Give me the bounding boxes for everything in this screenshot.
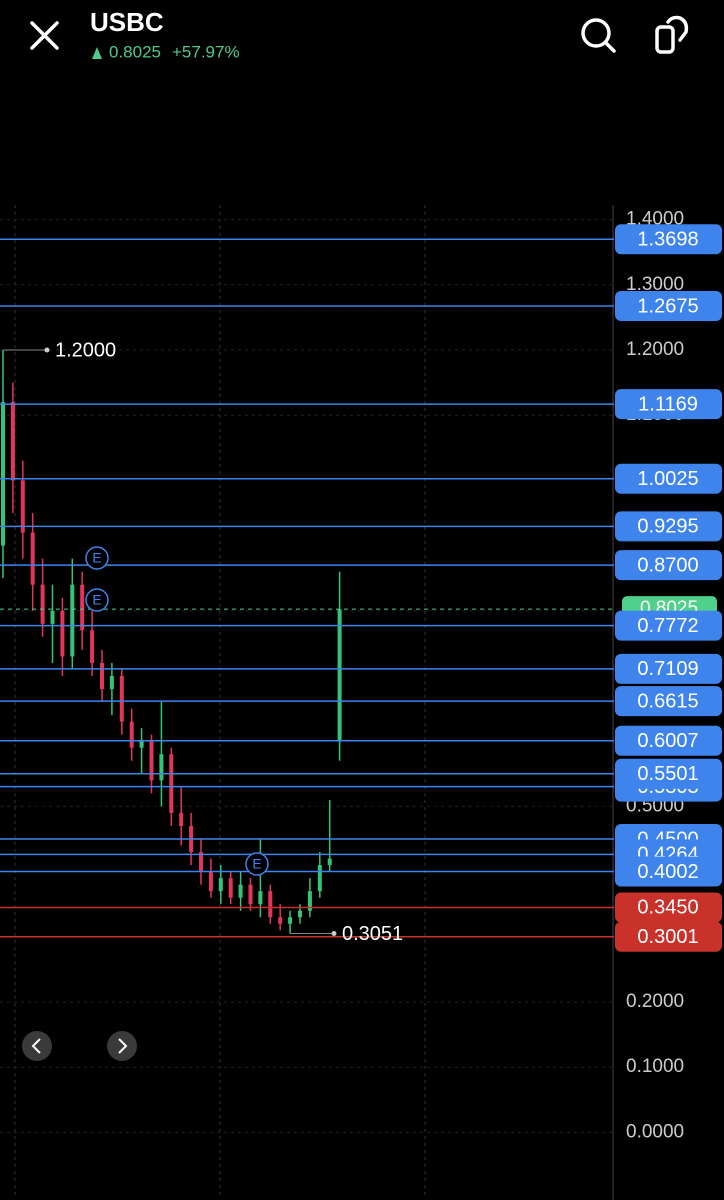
price-level-label: 0.3001 [637,926,698,948]
ticker-title: USBC [90,7,164,37]
price-level-label: 1.2675 [637,295,698,317]
nav-prev[interactable] [22,1031,52,1061]
price-level-label: 0.6615 [637,690,698,712]
price-level-label: 1.1169 [638,393,698,415]
candle-body [40,584,45,624]
candle-body [337,609,342,742]
y-tick-label: 0.2000 [626,991,684,1012]
candle-body [159,754,164,781]
price-level-label: 0.7109 [637,658,698,680]
candle-body [60,610,65,657]
candle-body [109,676,114,690]
close-button[interactable] [30,21,59,50]
price-level-label: 1.3698 [637,229,698,251]
event-marker [85,588,109,612]
price-level-tag [615,511,722,542]
price-level-label: 0.4002 [637,861,698,883]
candle-body [149,741,154,781]
candle-body [10,402,15,481]
annotation-dot [331,930,337,936]
share-button[interactable] [655,15,689,54]
event-marker-label: E [252,856,261,872]
price-level-tag [615,610,722,641]
y-tick-label: 0.0000 [626,1121,684,1142]
candle-body [317,865,322,892]
candle-body [139,741,144,748]
price-level-label: 0.7772 [637,615,698,637]
candle-body [80,584,85,631]
event-marker-label: E [92,592,101,608]
up-arrow [92,47,102,59]
candle-body [238,884,243,898]
candle-body [129,721,134,748]
price-level-tag [615,653,722,684]
price-level-tag [615,758,722,789]
candle-body [218,878,223,892]
candle-body [278,917,283,924]
candle-body [327,858,332,866]
price-level-tag [615,921,722,952]
annotation-label: 0.3051 [342,923,403,945]
candle-body [70,584,75,657]
candle-body [307,891,312,911]
nav-next[interactable] [107,1031,137,1061]
candle-body [248,884,253,905]
candle-body [228,878,233,898]
event-marker-label: E [92,550,101,566]
price-level-tag [615,389,722,420]
y-tick-label: 1.3000 [626,274,684,295]
price-level-tag [615,725,722,756]
candle-body [119,676,124,722]
candle-body [20,480,25,533]
search-button[interactable] [581,18,616,53]
y-tick-label: 0.1000 [626,1056,684,1077]
price-level-tag [615,892,722,923]
candle-body [199,852,203,872]
price-level-label: 1.0025 [637,468,698,490]
price-level-tag [615,290,722,321]
price-level-tag [615,550,722,581]
price-level-label: 0.9295 [637,516,698,538]
candle-body [258,891,263,905]
candle-body [268,891,273,918]
event-marker [245,852,269,876]
price-level-tag [615,463,722,494]
event-marker [85,546,109,570]
price-level-label: 0.8700 [637,554,698,576]
candle-body [208,871,213,892]
candle-body [30,532,35,585]
price-level-tag [615,224,722,255]
candle-body [169,754,174,813]
header-change: +57.97% [172,42,240,61]
price-level-label: 0.3450 [637,897,698,919]
candle-body [1,402,5,546]
candle-body [179,812,184,826]
annotation-label: 1.2000 [55,339,116,361]
price-level-tag [615,686,722,717]
price-level-label: 0.5501 [637,763,698,785]
annotation-dot [44,347,50,353]
candle-body [90,630,95,663]
candle-body [100,662,104,690]
y-tick-label: 1.2000 [626,339,684,360]
header-price: 0.8025 [109,42,161,61]
candle-body [50,610,55,624]
price-level-tag [615,856,722,887]
price-level-label: 0.6007 [637,730,698,752]
candle-body [298,910,302,918]
candle-body [288,917,293,924]
